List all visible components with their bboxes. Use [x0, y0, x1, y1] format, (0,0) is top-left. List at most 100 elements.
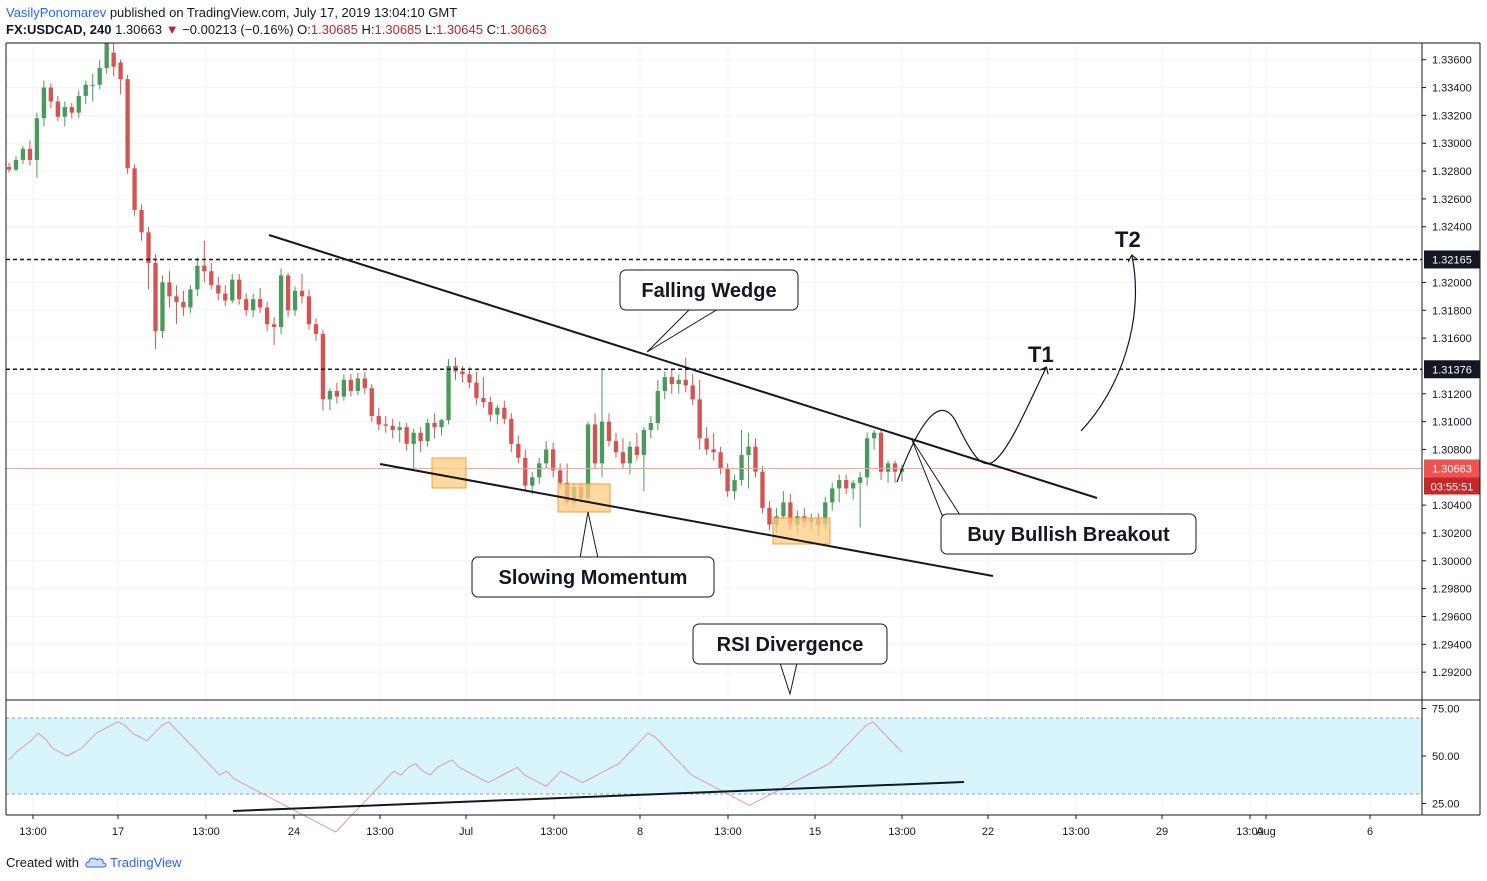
candle — [362, 371, 367, 394]
candle-body — [411, 432, 416, 444]
symbol-label[interactable]: FX:USDCAD, 240 — [6, 22, 112, 37]
candle-body — [13, 159, 19, 170]
candle-body — [362, 378, 367, 389]
price-tick-label: 1.30400 — [1432, 500, 1472, 512]
price-tick-label: 1.29400 — [1432, 639, 1472, 651]
candle-body — [174, 296, 179, 302]
slowing-momentum-callout: Slowing Momentum — [471, 511, 715, 598]
candle — [683, 357, 688, 393]
candle-body — [711, 449, 716, 453]
candle-body — [244, 299, 249, 311]
candle-body — [320, 333, 326, 400]
candle-body — [139, 210, 144, 233]
candle-body — [83, 84, 88, 96]
price-tick-label: 1.30800 — [1432, 444, 1472, 456]
candle — [523, 449, 528, 492]
candle — [41, 80, 47, 127]
rsi-divergence-callout: RSI Divergence — [692, 623, 888, 696]
candle — [264, 301, 270, 332]
candle — [397, 421, 402, 443]
candle-body — [146, 232, 151, 263]
tradingview-cloud-icon — [84, 857, 107, 868]
candle — [376, 407, 381, 430]
candle-body — [599, 421, 605, 464]
falling-wedge-callout-box — [619, 269, 799, 311]
candle — [27, 140, 33, 166]
candle-body — [348, 379, 354, 391]
candle — [6, 162, 12, 173]
candle — [837, 474, 842, 503]
candle-body — [188, 289, 193, 308]
candle — [285, 272, 291, 318]
author-link[interactable]: VasilyPonomarev — [6, 5, 107, 20]
current-price-label: 1.30663 — [1432, 464, 1472, 476]
candle-body — [683, 379, 688, 386]
candle — [425, 418, 430, 447]
candle — [299, 274, 305, 304]
candle — [230, 274, 235, 304]
candle — [160, 275, 165, 339]
time-tick-label: 13:00 — [888, 826, 916, 838]
projection-t1-path — [896, 368, 1046, 483]
candle-body — [299, 290, 305, 297]
candle — [732, 474, 737, 500]
candle-body — [390, 425, 395, 430]
candle-body — [871, 432, 877, 439]
candle — [648, 416, 654, 439]
candle — [34, 112, 40, 179]
candle-body — [585, 424, 591, 499]
highlight-box — [772, 517, 831, 545]
candle — [369, 384, 374, 422]
candle — [390, 418, 395, 439]
candle — [257, 287, 263, 314]
candle-body — [181, 301, 186, 308]
candle — [195, 257, 200, 297]
candle-body — [355, 378, 360, 391]
candle-body — [704, 438, 709, 450]
candle — [830, 482, 835, 511]
candle-body — [516, 443, 521, 458]
price-tick-label: 1.31800 — [1432, 305, 1472, 317]
candle — [209, 262, 214, 290]
candle — [237, 274, 242, 305]
candle — [481, 377, 486, 408]
candle — [711, 432, 716, 461]
candle-body — [753, 446, 758, 472]
candle-body — [502, 407, 507, 419]
candle-body — [557, 470, 563, 483]
candle — [20, 146, 26, 165]
candle-body — [606, 421, 612, 442]
axes: 1.33600 1.33400 1.33200 1.33000 1.32800 1.326… — [5, 42, 1481, 838]
candle — [760, 466, 765, 514]
candle-body — [55, 101, 60, 117]
candle — [662, 371, 667, 400]
change-down-icon: ▼ — [165, 22, 179, 37]
candle-body — [404, 427, 409, 444]
candle-body — [251, 299, 256, 311]
candle-body — [439, 420, 444, 428]
time-tick-label: 22 — [982, 826, 994, 838]
candle-body — [537, 463, 542, 478]
candle — [55, 95, 60, 121]
countdown-label: 03:55:51 — [1431, 482, 1474, 494]
time-tick-label: 8 — [637, 826, 643, 838]
candle — [488, 396, 493, 422]
candle-body — [153, 262, 158, 332]
time-tick-label: Aug — [1256, 826, 1276, 838]
candle — [174, 285, 179, 325]
candle-body — [257, 299, 263, 308]
slowing-momentum-callout-label: Slowing Momentum — [499, 567, 688, 589]
tradingview-link[interactable]: TradingView — [110, 855, 182, 870]
candle-body — [746, 446, 751, 456]
rsi-tick-label: 50.00 — [1432, 751, 1460, 763]
candle-body — [690, 385, 695, 400]
candle-body — [718, 452, 723, 469]
candle-body — [857, 477, 863, 483]
candle — [104, 43, 109, 74]
created-with-text: Created with — [6, 855, 79, 870]
candle — [13, 155, 19, 172]
candle — [62, 101, 67, 127]
candle — [216, 276, 221, 301]
candle — [634, 432, 640, 461]
